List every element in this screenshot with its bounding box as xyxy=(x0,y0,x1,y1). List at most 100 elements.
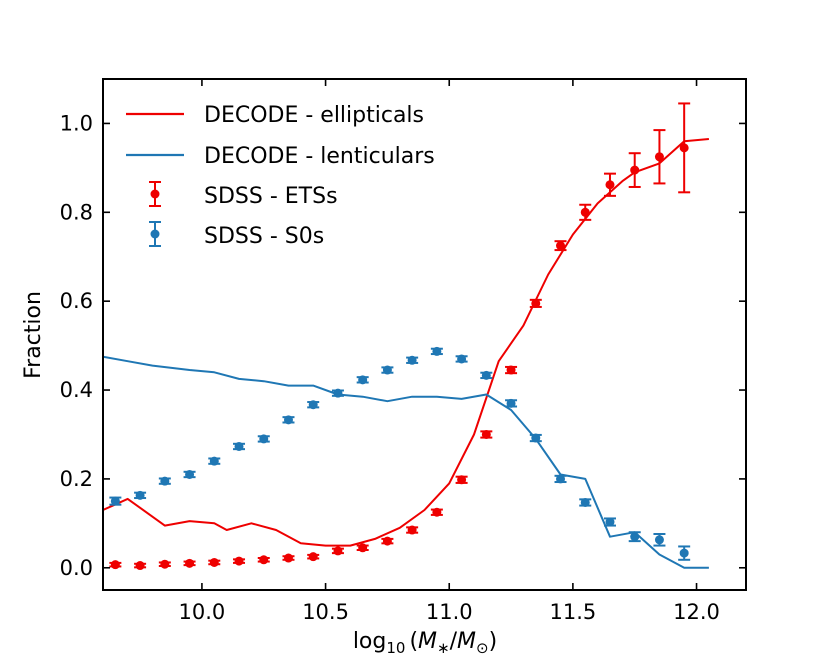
x-label-m1: M xyxy=(418,629,437,654)
errorbar-point-2 xyxy=(554,240,567,252)
errorbar-point-3 xyxy=(505,398,518,408)
data-marker xyxy=(679,548,689,558)
errorbar-point-3 xyxy=(678,545,691,561)
errorbar-point-3 xyxy=(282,415,295,425)
data-marker xyxy=(506,398,516,408)
legend-marker-s0s xyxy=(149,221,161,247)
data-marker xyxy=(110,496,120,506)
ticks-layer: 10.0 10.5 11.0 11.5 12.0 0.0 0.2 0.4 0.6 0.8 1.0 xyxy=(60,79,746,624)
series-layer xyxy=(103,102,709,571)
errorbar-point-2 xyxy=(331,546,344,556)
series-line-1 xyxy=(103,355,709,569)
errorbar-point-2 xyxy=(480,429,493,439)
legend-label-etss: SDSS - ETSs xyxy=(204,184,338,209)
data-marker xyxy=(407,355,417,365)
errorbar-point-3 xyxy=(257,434,270,444)
plot-frame xyxy=(102,78,747,591)
legend-marker-etss xyxy=(149,181,161,207)
data-marker xyxy=(481,429,491,439)
errorbar-point-3 xyxy=(134,490,147,500)
data-marker xyxy=(382,536,392,546)
data-marker xyxy=(382,365,392,375)
errorbar-point-3 xyxy=(628,531,641,543)
errorbar-point-2 xyxy=(381,536,394,546)
x-label-slash: / xyxy=(450,629,458,654)
data-marker xyxy=(654,152,664,162)
errorbar-point-2 xyxy=(257,555,270,565)
errorbar-point-2 xyxy=(603,172,616,197)
x-label-close: ) xyxy=(489,629,498,654)
legend-label-s0s: SDSS - S0s xyxy=(204,224,324,249)
data-marker xyxy=(358,375,368,385)
x-label-m2: M xyxy=(457,629,476,654)
data-marker xyxy=(432,346,442,356)
errorbar-point-3 xyxy=(480,370,493,380)
errorbar-point-3 xyxy=(455,354,468,364)
y-axis-label: Fraction xyxy=(21,291,46,379)
y-tick-label: 0.4 xyxy=(60,378,93,402)
errorbar-point-2 xyxy=(307,552,320,562)
data-marker xyxy=(580,497,590,507)
errorbar-point-2 xyxy=(183,558,196,568)
data-marker xyxy=(679,143,689,153)
legend: DECODE - ellipticals DECODE - lenticular… xyxy=(126,103,435,249)
data-marker xyxy=(630,165,640,175)
data-marker xyxy=(308,552,318,562)
errorbar-point-2 xyxy=(356,543,369,553)
errorbar-point-3 xyxy=(331,388,344,398)
data-marker xyxy=(432,507,442,517)
x-tick-label: 10.5 xyxy=(302,600,349,624)
errorbar-point-2 xyxy=(158,559,171,569)
x-tick-label: 12.0 xyxy=(673,600,720,624)
data-marker xyxy=(580,207,590,217)
data-marker xyxy=(358,543,368,553)
errorbar-point-2 xyxy=(505,365,518,375)
data-marker xyxy=(333,388,343,398)
y-tick-label: 1.0 xyxy=(60,111,93,135)
legend-label-ellipticals: DECODE - ellipticals xyxy=(204,103,424,128)
data-marker xyxy=(234,556,244,566)
errorbar-point-3 xyxy=(109,496,122,506)
data-marker xyxy=(630,532,640,542)
data-marker xyxy=(135,490,145,500)
data-marker xyxy=(556,241,566,251)
data-marker xyxy=(185,558,195,568)
y-tick-label: 0.2 xyxy=(60,467,93,491)
data-marker xyxy=(283,415,293,425)
x-label-open: ( xyxy=(409,629,418,654)
data-marker xyxy=(135,561,145,571)
errorbar-point-2 xyxy=(455,475,468,485)
series-line-0 xyxy=(103,138,709,547)
data-marker xyxy=(160,476,170,486)
errorbar-point-3 xyxy=(233,441,246,451)
errorbar-point-2 xyxy=(109,560,122,570)
data-marker xyxy=(259,434,269,444)
errorbar-point-2 xyxy=(653,129,666,185)
errorbar-point-3 xyxy=(603,517,616,527)
y-tick-label: 0.0 xyxy=(60,556,93,580)
errorbar-point-2 xyxy=(529,298,542,308)
data-marker xyxy=(556,474,566,484)
data-marker xyxy=(283,553,293,563)
x-axis-label: log10 (M∗/M⊙) xyxy=(353,629,497,657)
data-marker xyxy=(209,456,219,466)
data-marker xyxy=(185,469,195,479)
errorbar-point-3 xyxy=(208,456,221,466)
errorbar-point-3 xyxy=(381,365,394,375)
errorbar-point-2 xyxy=(406,525,419,535)
errorbar-point-2 xyxy=(430,507,443,517)
errorbar-point-3 xyxy=(307,400,320,410)
errorbar-point-2 xyxy=(134,561,147,571)
errorbar-point-3 xyxy=(554,474,567,484)
data-marker xyxy=(209,557,219,567)
y-tick-label: 0.6 xyxy=(60,289,93,313)
data-marker xyxy=(506,365,516,375)
legend-label-lenticulars: DECODE - lenticulars xyxy=(204,144,435,169)
data-marker xyxy=(531,433,541,443)
errorbar-point-2 xyxy=(628,152,641,188)
data-marker xyxy=(407,525,417,535)
errorbar-point-2 xyxy=(208,557,221,567)
data-marker xyxy=(605,517,615,527)
data-marker xyxy=(531,298,541,308)
